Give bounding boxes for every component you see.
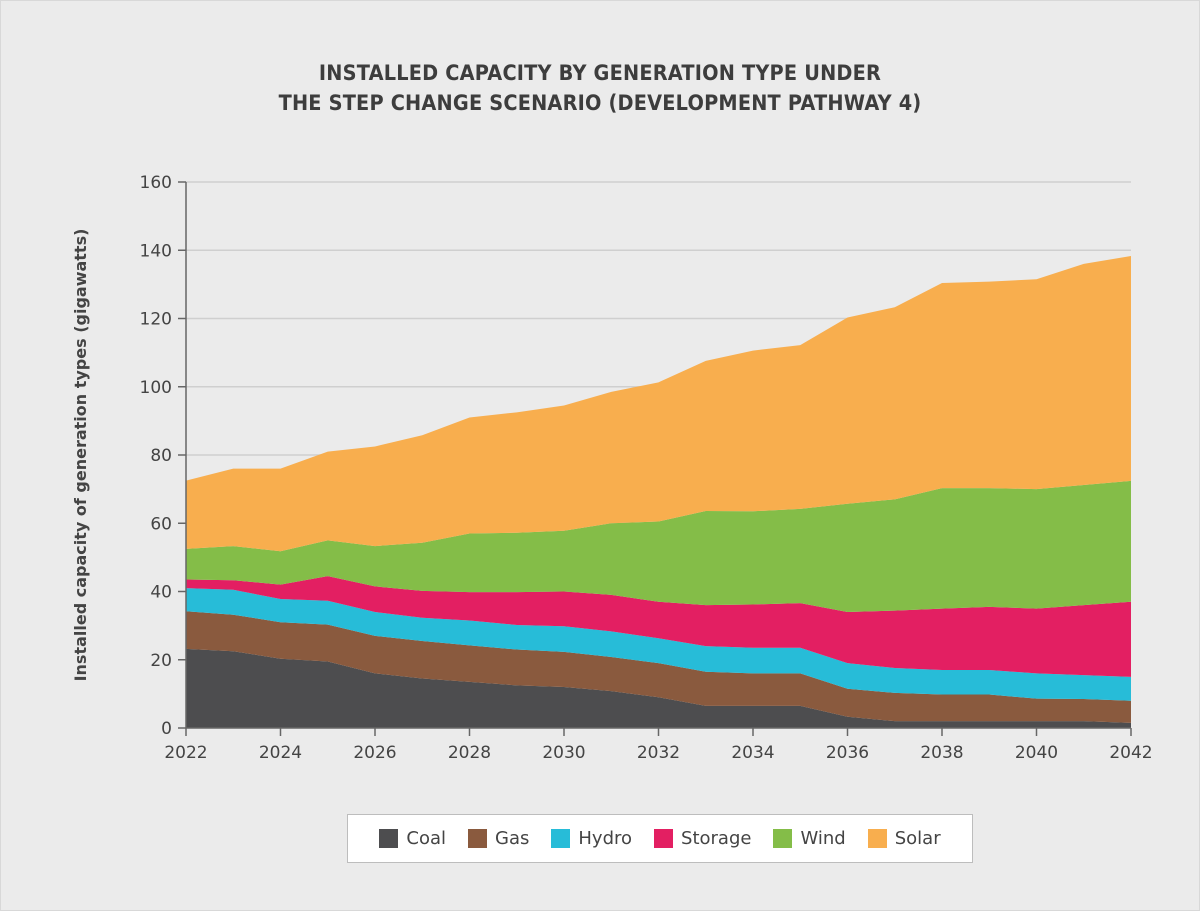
area-gas xyxy=(186,611,1131,723)
legend-item-hydro: Hydro xyxy=(551,828,632,849)
legend-swatch xyxy=(867,829,887,848)
legend-label: Storage xyxy=(681,828,752,849)
legend-swatch xyxy=(468,829,488,848)
area-storage xyxy=(186,576,1131,677)
x-tick-label: 2026 xyxy=(353,743,396,763)
legend-label: Solar xyxy=(894,828,941,849)
y-tick-label: 100 xyxy=(140,378,172,398)
y-tick-label: 20 xyxy=(150,651,172,671)
y-tick-label: 60 xyxy=(150,514,172,534)
chart-title-line-2: THE STEP CHANGE SCENARIO (DEVELOPMENT PA… xyxy=(278,91,922,115)
legend-item-solar: Solar xyxy=(867,828,941,849)
chart-title: INSTALLED CAPACITY BY GENERATION TYPE UN… xyxy=(48,58,1152,118)
y-tick-label: 0 xyxy=(161,719,172,739)
x-tick-label: 2030 xyxy=(542,743,585,763)
legend-label: Hydro xyxy=(578,828,633,849)
legend-item-gas: Gas xyxy=(468,828,529,849)
y-tick-label: 120 xyxy=(140,310,172,330)
legend-swatch xyxy=(379,829,399,848)
x-tick-label: 2028 xyxy=(448,743,491,763)
legend-item-storage: Storage xyxy=(654,828,751,849)
legend-label: Gas xyxy=(495,828,530,849)
area-hydro xyxy=(186,588,1131,701)
y-tick-label: 80 xyxy=(150,446,172,466)
legend-label: Coal xyxy=(406,828,447,849)
area-solar xyxy=(186,256,1131,552)
legend-item-coal: Coal xyxy=(379,828,446,849)
chart-title-line-1: INSTALLED CAPACITY BY GENERATION TYPE UN… xyxy=(318,61,882,85)
y-tick-label: 160 xyxy=(140,173,172,193)
area-wind xyxy=(186,480,1131,612)
legend: Coal Gas Hydro Storage Wind Solar xyxy=(347,814,973,863)
y-axis-label: Installed capacity of generation types (… xyxy=(71,229,90,682)
legend-swatch xyxy=(654,829,674,848)
x-tick-label: 2040 xyxy=(1015,743,1058,763)
x-tick-label: 2024 xyxy=(259,743,302,763)
y-tick-label: 140 xyxy=(140,241,172,261)
x-tick-label: 2038 xyxy=(920,743,963,763)
x-tick-label: 2034 xyxy=(731,743,774,763)
legend-label: Wind xyxy=(800,828,846,849)
x-tick-label: 2036 xyxy=(826,743,869,763)
x-tick-label: 2042 xyxy=(1109,743,1152,763)
x-tick-label: 2032 xyxy=(637,743,680,763)
area-coal xyxy=(186,648,1131,728)
x-tick-label: 2022 xyxy=(164,743,207,763)
y-tick-label: 40 xyxy=(150,583,172,603)
legend-swatch xyxy=(773,829,793,848)
legend-item-wind: Wind xyxy=(773,828,846,849)
legend-swatch xyxy=(551,829,571,848)
